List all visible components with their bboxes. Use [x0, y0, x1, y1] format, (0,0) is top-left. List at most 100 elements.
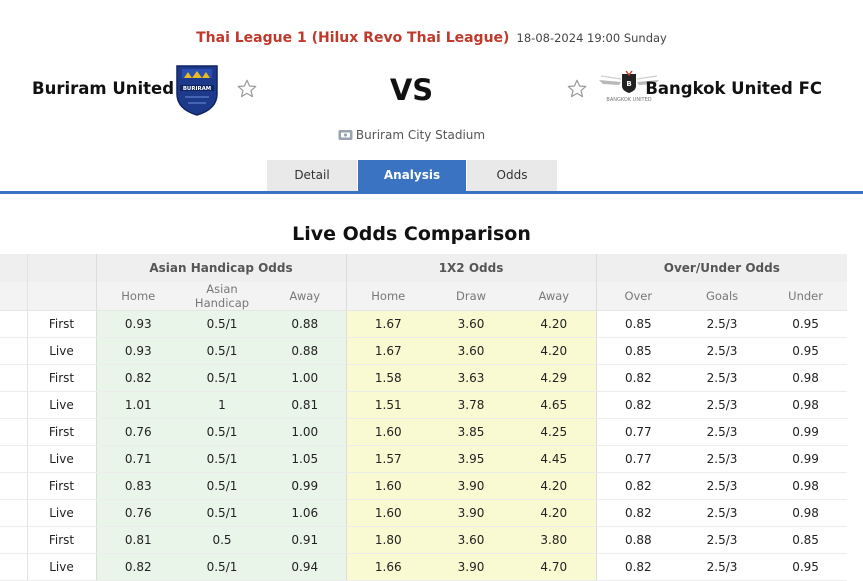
tab-detail[interactable]: Detail	[266, 160, 357, 191]
odds-cell-ah-away[interactable]: 0.91	[264, 526, 347, 554]
odds-cell-1x2-home[interactable]: 1.58	[345, 364, 431, 392]
odds-cell-1x2-draw[interactable]: 3.60	[430, 310, 513, 338]
odds-cell-ou-over[interactable]: 0.85	[595, 337, 681, 365]
odds-cell-ah-home[interactable]: 0.83	[95, 472, 180, 500]
odds-cell-ou-over[interactable]: 0.82	[595, 391, 681, 419]
odds-cell-ah-away[interactable]: 0.94	[264, 553, 347, 581]
odds-cell-ah-away[interactable]: 0.88	[264, 310, 347, 338]
tab-odds[interactable]: Odds	[466, 160, 557, 191]
odds-cell-ou-over[interactable]: 0.88	[595, 526, 681, 554]
odds-cell-ou-goals[interactable]: 2.5/3	[680, 391, 765, 419]
odds-cell-1x2-draw[interactable]: 3.85	[430, 418, 513, 446]
odds-cell-ah-handicap[interactable]: 0.5/1	[180, 310, 264, 338]
odds-cell-ou-under[interactable]: 0.85	[764, 526, 848, 554]
odds-cell-ou-under[interactable]: 0.95	[764, 337, 848, 365]
odds-cell-1x2-away[interactable]: 4.20	[512, 499, 597, 527]
odds-cell-1x2-home[interactable]: 1.60	[345, 472, 431, 500]
odds-cell-ah-away[interactable]: 1.00	[264, 364, 347, 392]
odds-cell-ah-handicap[interactable]: 0.5/1	[180, 418, 264, 446]
odds-cell-ah-handicap[interactable]: 0.5/1	[180, 337, 264, 365]
odds-cell-ou-over[interactable]: 0.82	[595, 499, 681, 527]
odds-cell-ah-away[interactable]: 1.05	[264, 445, 347, 473]
odds-cell-ou-goals[interactable]: 2.5/3	[680, 337, 765, 365]
odds-cell-ou-under[interactable]: 0.98	[764, 364, 848, 392]
odds-cell-ou-goals[interactable]: 2.5/3	[680, 418, 765, 446]
odds-cell-ou-goals[interactable]: 2.5/3	[680, 499, 765, 527]
odds-cell-ah-away[interactable]: 1.00	[264, 418, 347, 446]
odds-cell-1x2-away[interactable]: 4.29	[512, 364, 597, 392]
odds-cell-1x2-away[interactable]: 4.70	[512, 553, 597, 581]
away-team-name[interactable]: Bangkok United FC	[645, 79, 822, 98]
favorite-star-icon[interactable]	[566, 78, 588, 100]
odds-cell-1x2-home[interactable]: 1.51	[345, 391, 431, 419]
odds-cell-ah-home[interactable]: 0.82	[95, 364, 180, 392]
odds-cell-ah-handicap[interactable]: 0.5/1	[180, 445, 264, 473]
odds-cell-ou-goals[interactable]: 2.5/3	[680, 553, 765, 581]
odds-cell-1x2-home[interactable]: 1.60	[345, 499, 431, 527]
odds-cell-1x2-draw[interactable]: 3.63	[430, 364, 513, 392]
odds-cell-ou-over[interactable]: 0.85	[595, 310, 681, 338]
odds-cell-ou-under[interactable]: 0.95	[764, 310, 848, 338]
odds-cell-ah-home[interactable]: 1.01	[95, 391, 180, 419]
odds-cell-ah-handicap[interactable]: 1	[180, 391, 264, 419]
odds-cell-ah-handicap[interactable]: 0.5/1	[180, 472, 264, 500]
odds-cell-1x2-away[interactable]: 4.25	[512, 418, 597, 446]
bangkok-united-logo[interactable]: B BANGKOK UNITED	[597, 70, 661, 104]
odds-cell-1x2-away[interactable]: 4.45	[512, 445, 597, 473]
odds-cell-ou-under[interactable]: 0.98	[764, 391, 848, 419]
odds-cell-ou-goals[interactable]: 2.5/3	[680, 364, 765, 392]
odds-cell-ah-handicap[interactable]: 0.5/1	[180, 553, 264, 581]
odds-cell-1x2-away[interactable]: 4.20	[512, 472, 597, 500]
odds-cell-ah-away[interactable]: 1.06	[264, 499, 347, 527]
odds-cell-1x2-draw[interactable]: 3.78	[430, 391, 513, 419]
odds-cell-1x2-home[interactable]: 1.67	[345, 337, 431, 365]
odds-cell-1x2-home[interactable]: 1.80	[345, 526, 431, 554]
odds-cell-1x2-home[interactable]: 1.60	[345, 418, 431, 446]
odds-cell-1x2-home[interactable]: 1.66	[345, 553, 431, 581]
odds-cell-ou-under[interactable]: 0.98	[764, 499, 848, 527]
odds-cell-ou-over[interactable]: 0.82	[595, 472, 681, 500]
buriram-logo[interactable]: BURIRAM	[174, 60, 220, 116]
odds-cell-ah-away[interactable]: 0.99	[264, 472, 347, 500]
odds-cell-1x2-draw[interactable]: 3.95	[430, 445, 513, 473]
odds-cell-ah-home[interactable]: 0.71	[95, 445, 180, 473]
odds-cell-1x2-draw[interactable]: 3.90	[430, 553, 513, 581]
odds-cell-ah-home[interactable]: 0.82	[95, 553, 180, 581]
odds-cell-1x2-away[interactable]: 3.80	[512, 526, 597, 554]
odds-cell-ou-over[interactable]: 0.82	[595, 553, 681, 581]
odds-cell-ah-home[interactable]: 0.93	[95, 337, 180, 365]
odds-cell-ou-goals[interactable]: 2.5/3	[680, 310, 765, 338]
odds-cell-ah-home[interactable]: 0.93	[95, 310, 180, 338]
odds-cell-ah-home[interactable]: 0.76	[95, 499, 180, 527]
odds-cell-ou-goals[interactable]: 2.5/3	[680, 445, 765, 473]
odds-cell-ou-goals[interactable]: 2.5/3	[680, 526, 765, 554]
odds-cell-1x2-home[interactable]: 1.57	[345, 445, 431, 473]
odds-cell-ah-handicap[interactable]: 0.5/1	[180, 364, 264, 392]
odds-cell-1x2-away[interactable]: 4.20	[512, 337, 597, 365]
odds-cell-1x2-away[interactable]: 4.65	[512, 391, 597, 419]
odds-cell-1x2-away[interactable]: 4.20	[512, 310, 597, 338]
odds-cell-1x2-draw[interactable]: 3.60	[430, 337, 513, 365]
odds-cell-ah-home[interactable]: 0.81	[95, 526, 180, 554]
odds-cell-ah-handicap[interactable]: 0.5/1	[180, 499, 264, 527]
odds-cell-1x2-home[interactable]: 1.67	[345, 310, 431, 338]
odds-cell-ah-away[interactable]: 0.81	[264, 391, 347, 419]
odds-cell-ou-under[interactable]: 0.99	[764, 445, 848, 473]
odds-cell-ah-home[interactable]: 0.76	[95, 418, 180, 446]
home-team-name[interactable]: Buriram United	[32, 79, 175, 98]
odds-cell-ou-over[interactable]: 0.77	[595, 445, 681, 473]
odds-cell-ou-under[interactable]: 0.99	[764, 418, 848, 446]
odds-cell-1x2-draw[interactable]: 3.60	[430, 526, 513, 554]
odds-cell-ou-over[interactable]: 0.82	[595, 364, 681, 392]
odds-cell-1x2-draw[interactable]: 3.90	[430, 472, 513, 500]
favorite-star-icon[interactable]	[236, 78, 258, 100]
league-name[interactable]: Thai League 1 (Hilux Revo Thai League)	[196, 30, 510, 46]
odds-cell-ah-away[interactable]: 0.88	[264, 337, 347, 365]
odds-cell-ah-handicap[interactable]: 0.5	[180, 526, 264, 554]
odds-cell-1x2-draw[interactable]: 3.90	[430, 499, 513, 527]
odds-cell-ou-goals[interactable]: 2.5/3	[680, 472, 765, 500]
odds-cell-ou-over[interactable]: 0.77	[595, 418, 681, 446]
odds-cell-ou-under[interactable]: 0.98	[764, 472, 848, 500]
tab-analysis[interactable]: Analysis	[357, 160, 466, 191]
odds-cell-ou-under[interactable]: 0.95	[764, 553, 848, 581]
